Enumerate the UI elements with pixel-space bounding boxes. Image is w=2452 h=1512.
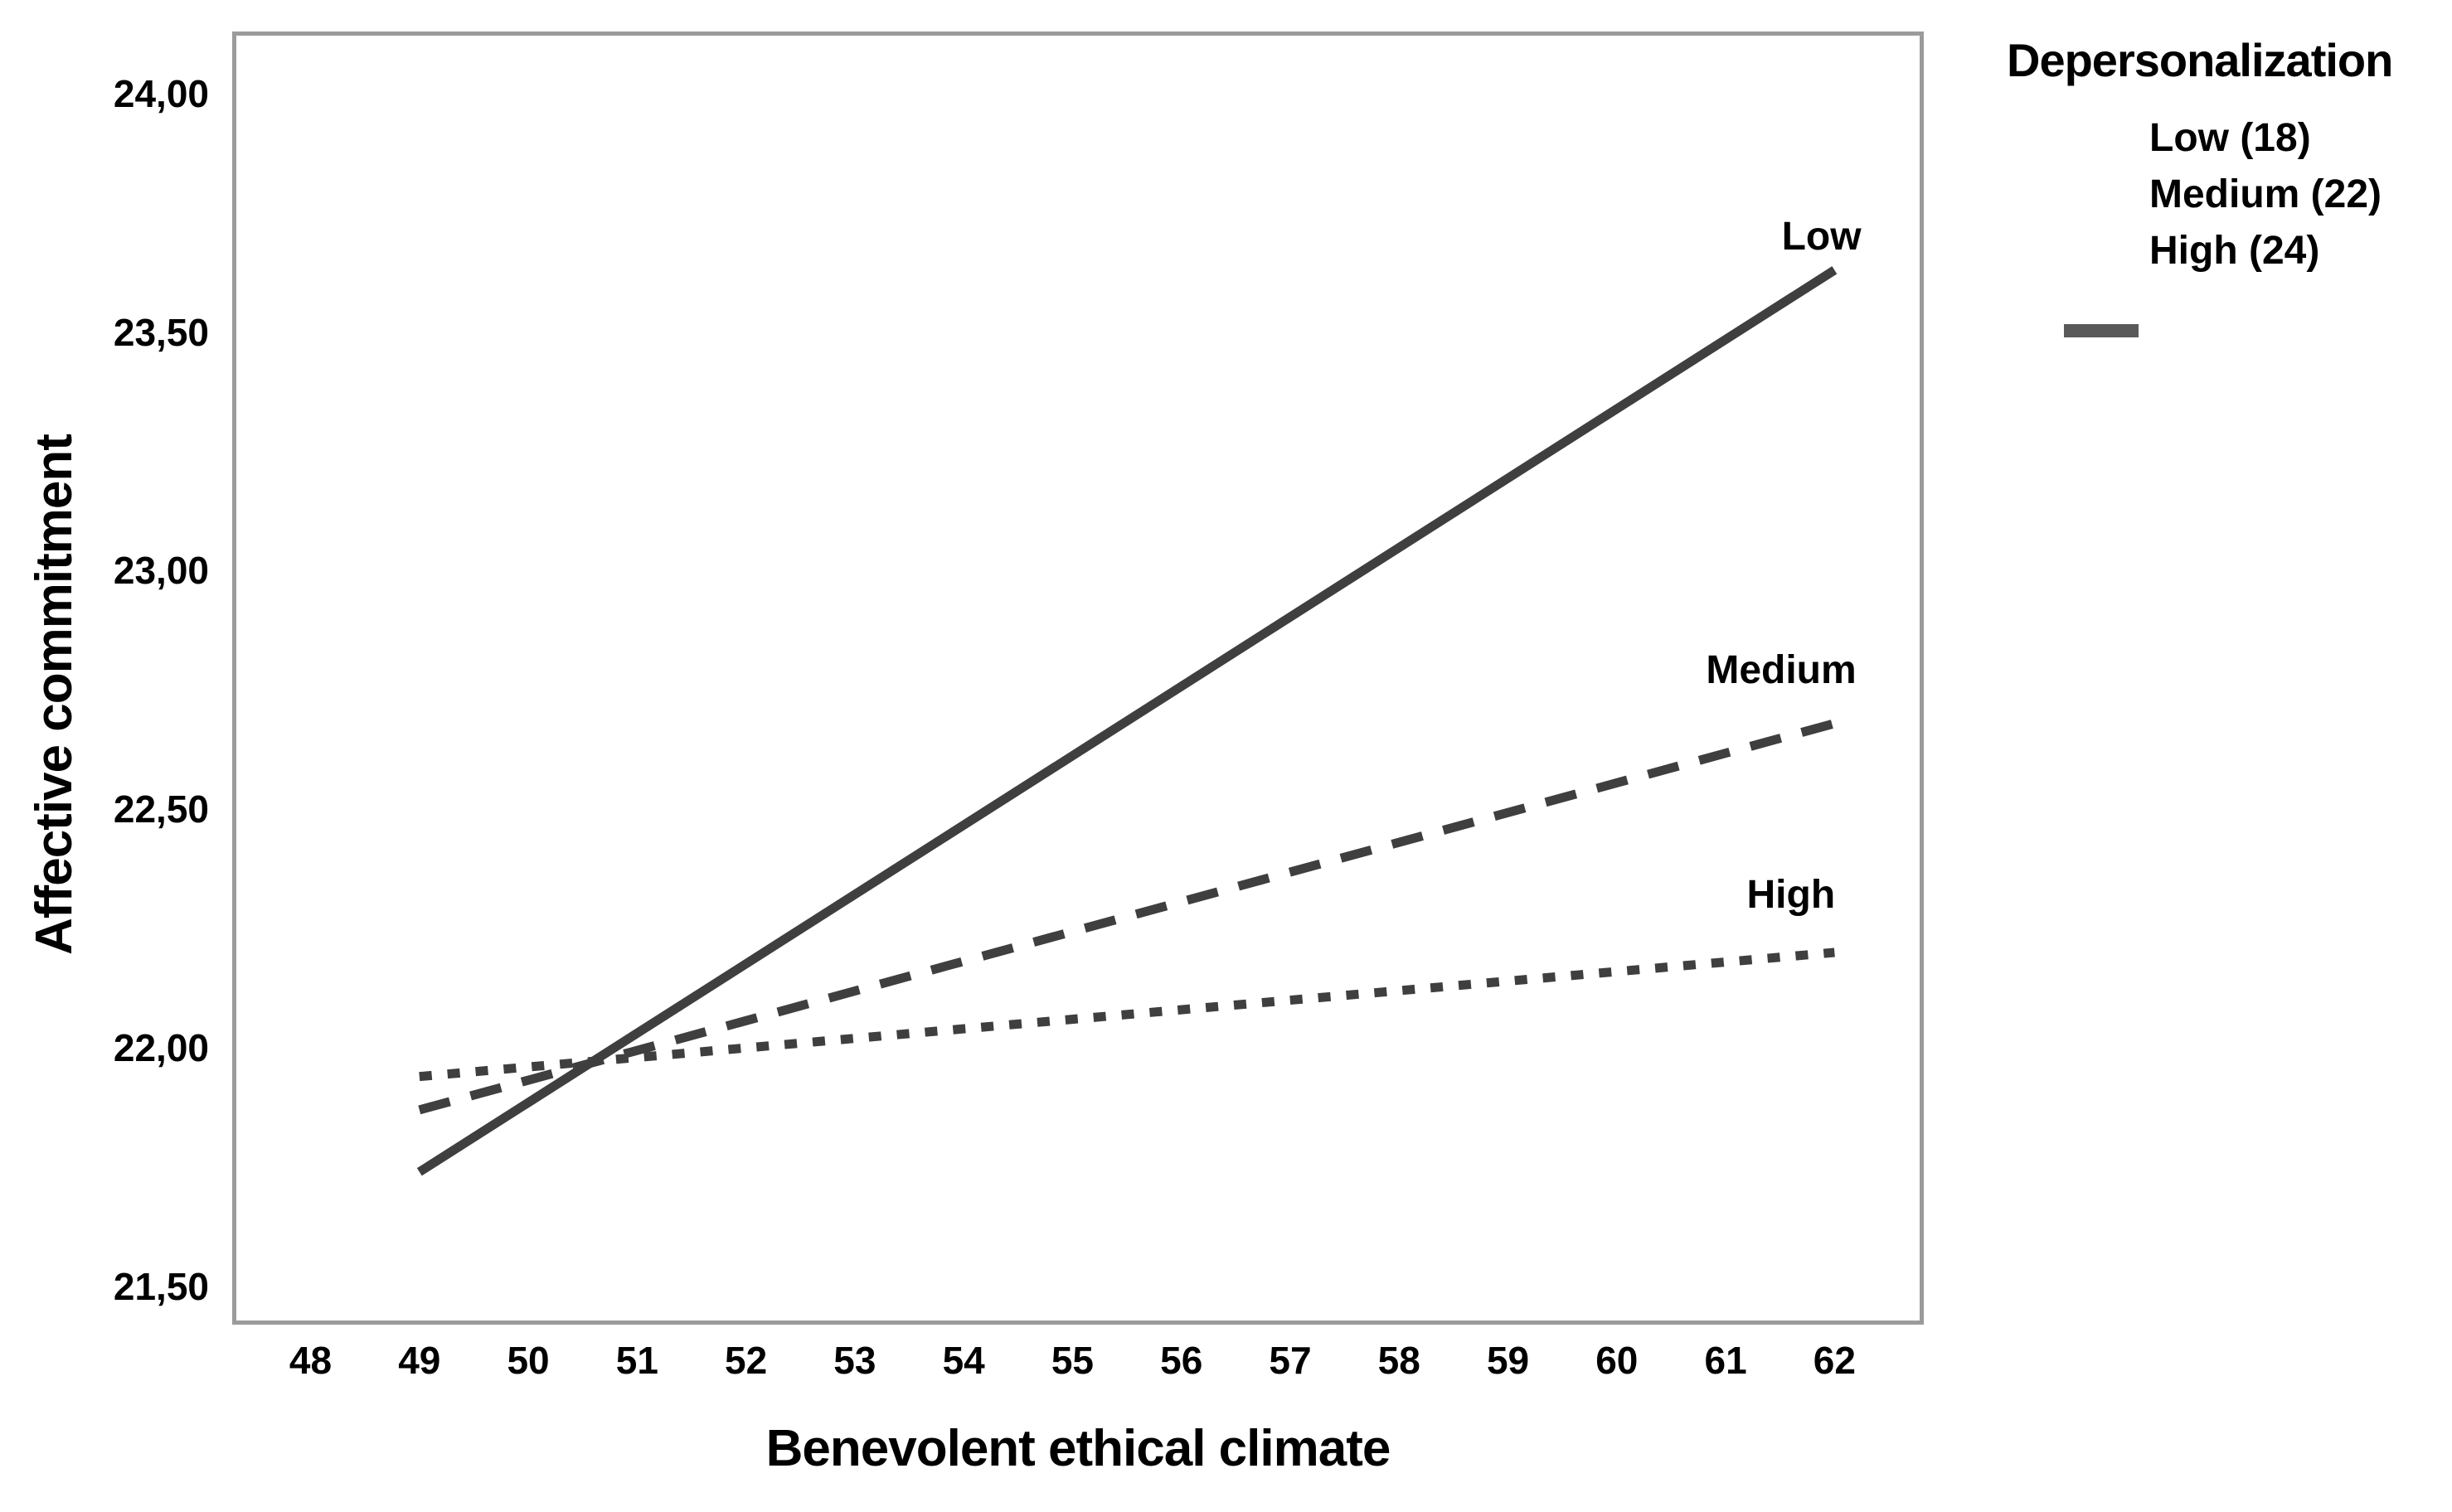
- x-tick-label: 58: [1377, 1339, 1420, 1382]
- x-tick-label: 54: [942, 1339, 985, 1382]
- x-tick-label: 60: [1595, 1339, 1639, 1382]
- x-tick-label: 52: [725, 1339, 768, 1382]
- x-tick-label: 55: [1051, 1339, 1094, 1382]
- x-tick-label: 53: [833, 1339, 876, 1382]
- series-lines: [416, 266, 1838, 1176]
- y-tick-label: 23,50: [113, 310, 209, 354]
- legend: Depersonalization Low (18) Medium (22) Hig…: [2007, 33, 2446, 279]
- y-tick-label: 22,50: [113, 788, 209, 831]
- legend-title: Depersonalization: [2007, 34, 2393, 86]
- legend-line-swatch: [2064, 324, 2139, 337]
- legend-item: Medium (22): [2149, 172, 2382, 216]
- x-tick-label: 62: [1813, 1339, 1856, 1382]
- x-axis-title: Benevolent ethical climate: [765, 1420, 1391, 1477]
- y-tick-label: 22,00: [113, 1026, 209, 1070]
- x-tick-label: 56: [1160, 1339, 1203, 1382]
- legend-items: Low (18) Medium (22) High (24): [2007, 110, 2446, 279]
- x-tick-label: 61: [1704, 1339, 1747, 1382]
- x-tick-label: 49: [398, 1339, 441, 1382]
- x-tick-label: 59: [1486, 1339, 1530, 1382]
- plot-area: [232, 32, 1924, 1325]
- series-label-high: High: [1746, 872, 1836, 917]
- series-label-low: Low: [1781, 214, 1862, 259]
- x-tick-label: 48: [289, 1339, 333, 1382]
- series-label-medium: Medium: [1706, 648, 1857, 693]
- y-tick-label: 24,00: [113, 71, 209, 115]
- series-line-low: [416, 266, 1838, 1176]
- series-line-high: [419, 947, 1835, 1082]
- y-axis-title: Affective commitment: [26, 434, 83, 955]
- legend-item: High (24): [2149, 229, 2320, 273]
- y-tick-label: 23,00: [113, 549, 209, 593]
- legend-item: Low (18): [2149, 116, 2311, 160]
- x-tick-label: 51: [615, 1339, 658, 1382]
- x-tick-label: 50: [507, 1339, 550, 1382]
- series-line-medium: [418, 719, 1836, 1115]
- x-tick-label: 57: [1269, 1339, 1312, 1382]
- y-tick-label: 21,50: [113, 1264, 209, 1308]
